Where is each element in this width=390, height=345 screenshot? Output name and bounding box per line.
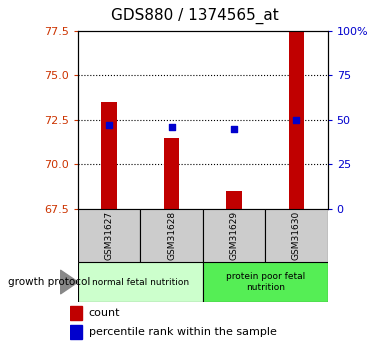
Bar [70,325,82,338]
Point [168,124,175,130]
Bar [70,306,82,319]
Text: percentile rank within the sample: percentile rank within the sample [89,327,277,337]
Bar [140,209,203,262]
Text: GDS880 / 1374565_at: GDS880 / 1374565_at [111,8,279,23]
Bar [203,209,265,262]
Bar [289,31,304,209]
Bar [265,209,328,262]
Bar [164,138,179,209]
Bar [101,102,117,209]
Text: count: count [89,308,120,318]
Bar [226,191,242,209]
Text: normal fetal nutrition: normal fetal nutrition [92,277,189,287]
Point [106,122,112,128]
Point [293,117,300,122]
Bar [203,262,328,302]
Polygon shape [60,270,78,294]
Bar [78,209,140,262]
Text: GSM31629: GSM31629 [229,211,239,260]
Bar [78,262,203,302]
Text: GSM31627: GSM31627 [105,211,114,260]
Text: GSM31630: GSM31630 [292,211,301,260]
Text: growth protocol: growth protocol [8,277,90,287]
Text: GSM31628: GSM31628 [167,211,176,260]
Text: protein poor fetal
nutrition: protein poor fetal nutrition [225,272,305,292]
Point [231,126,237,131]
